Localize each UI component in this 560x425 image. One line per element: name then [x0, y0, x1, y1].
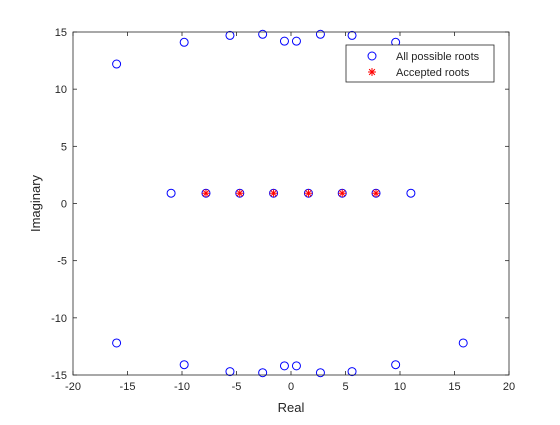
accepted-root-marker: [235, 189, 244, 198]
possible-root-marker: [112, 338, 122, 348]
accepted-root-marker: [304, 189, 313, 198]
x-tick-label: 20: [503, 381, 515, 393]
x-tick-label: 0: [288, 381, 294, 393]
possible-root-marker: [112, 59, 122, 69]
y-tick-label: -5: [57, 256, 67, 268]
possible-root-marker: [179, 37, 189, 47]
x-tick-label: -20: [65, 381, 81, 393]
legend-box: [345, 44, 495, 83]
y-tick-label: 0: [61, 199, 67, 211]
possible-root-marker: [315, 368, 325, 378]
legend-entry-label: Accepted roots: [396, 67, 470, 79]
accepted-root-marker: [372, 189, 381, 198]
possible-root-marker: [391, 360, 401, 370]
possible-root-marker: [166, 188, 176, 198]
legend-circle-marker: [367, 51, 377, 61]
x-tick-label: 15: [448, 381, 460, 393]
legend-entry-label: All possible roots: [396, 51, 480, 63]
accepted-root-marker: [201, 189, 210, 198]
possible-root-marker: [279, 36, 289, 46]
possible-root-marker: [347, 367, 357, 377]
possible-root-marker: [225, 367, 235, 377]
possible-root-marker: [258, 368, 268, 378]
y-tick-label: -15: [51, 370, 67, 382]
y-tick-label: 15: [55, 27, 67, 39]
x-tick-label: -15: [120, 381, 136, 393]
markers-layer: [112, 29, 468, 378]
plot-area: [73, 32, 509, 375]
y-tick-label: -10: [51, 313, 67, 325]
legend: All possible roots Accepted roots: [345, 44, 495, 83]
x-tick-label: -5: [232, 381, 242, 393]
possible-root-marker: [347, 30, 357, 40]
possible-root-marker: [279, 361, 289, 371]
accepted-root-marker: [338, 189, 347, 198]
possible-root-marker: [179, 360, 189, 370]
possible-root-marker: [406, 188, 416, 198]
x-tick-label: 5: [342, 381, 348, 393]
accepted-root-marker: [269, 189, 278, 198]
possible-root-marker: [258, 29, 268, 39]
x-tick-label: 10: [394, 381, 406, 393]
possible-root-marker: [458, 338, 468, 348]
possible-root-marker: [315, 29, 325, 39]
x-axis-label: Real: [278, 400, 305, 415]
possible-root-marker: [225, 30, 235, 40]
y-tick-label: 5: [61, 141, 67, 153]
possible-root-marker: [291, 36, 301, 46]
y-tick-label: 10: [55, 84, 67, 96]
y-axis-label: Imaginary: [28, 174, 43, 232]
x-tick-label: -10: [174, 381, 190, 393]
possible-root-marker: [291, 361, 301, 371]
legend-asterisk-marker: [368, 68, 376, 76]
